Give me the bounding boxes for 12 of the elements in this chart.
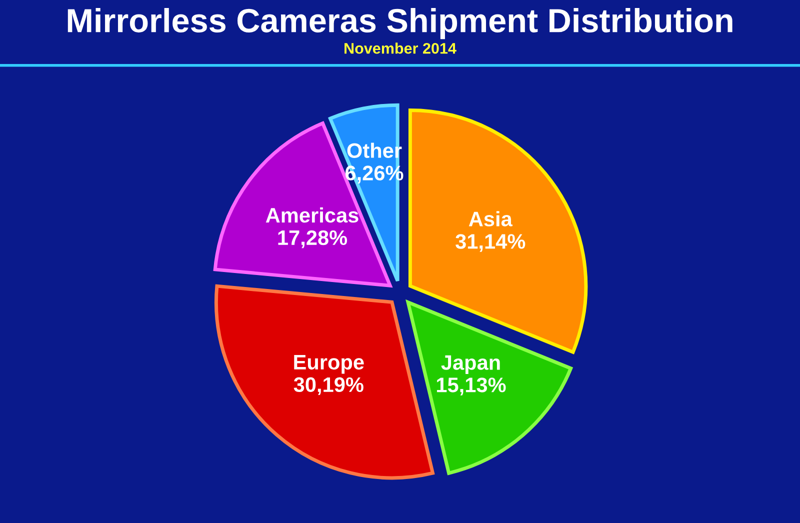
chart-subtitle: November 2014 [344,42,456,54]
data-label: 31,14% [456,234,526,252]
data-label: 15,13% [436,378,506,396]
slice-label: Japan [441,355,500,374]
chart-title: Mirrorless Cameras Shipment Distribution [68,8,732,40]
slice-label: Asia [468,211,513,226]
slice-label: Other [347,142,402,158]
slice-label: Americas [266,207,358,223]
data-label: 6,26% [345,166,404,184]
slice-label: Europe [294,355,364,374]
data-label: 30,19% [294,377,364,396]
data-label: 17,28% [278,230,348,248]
